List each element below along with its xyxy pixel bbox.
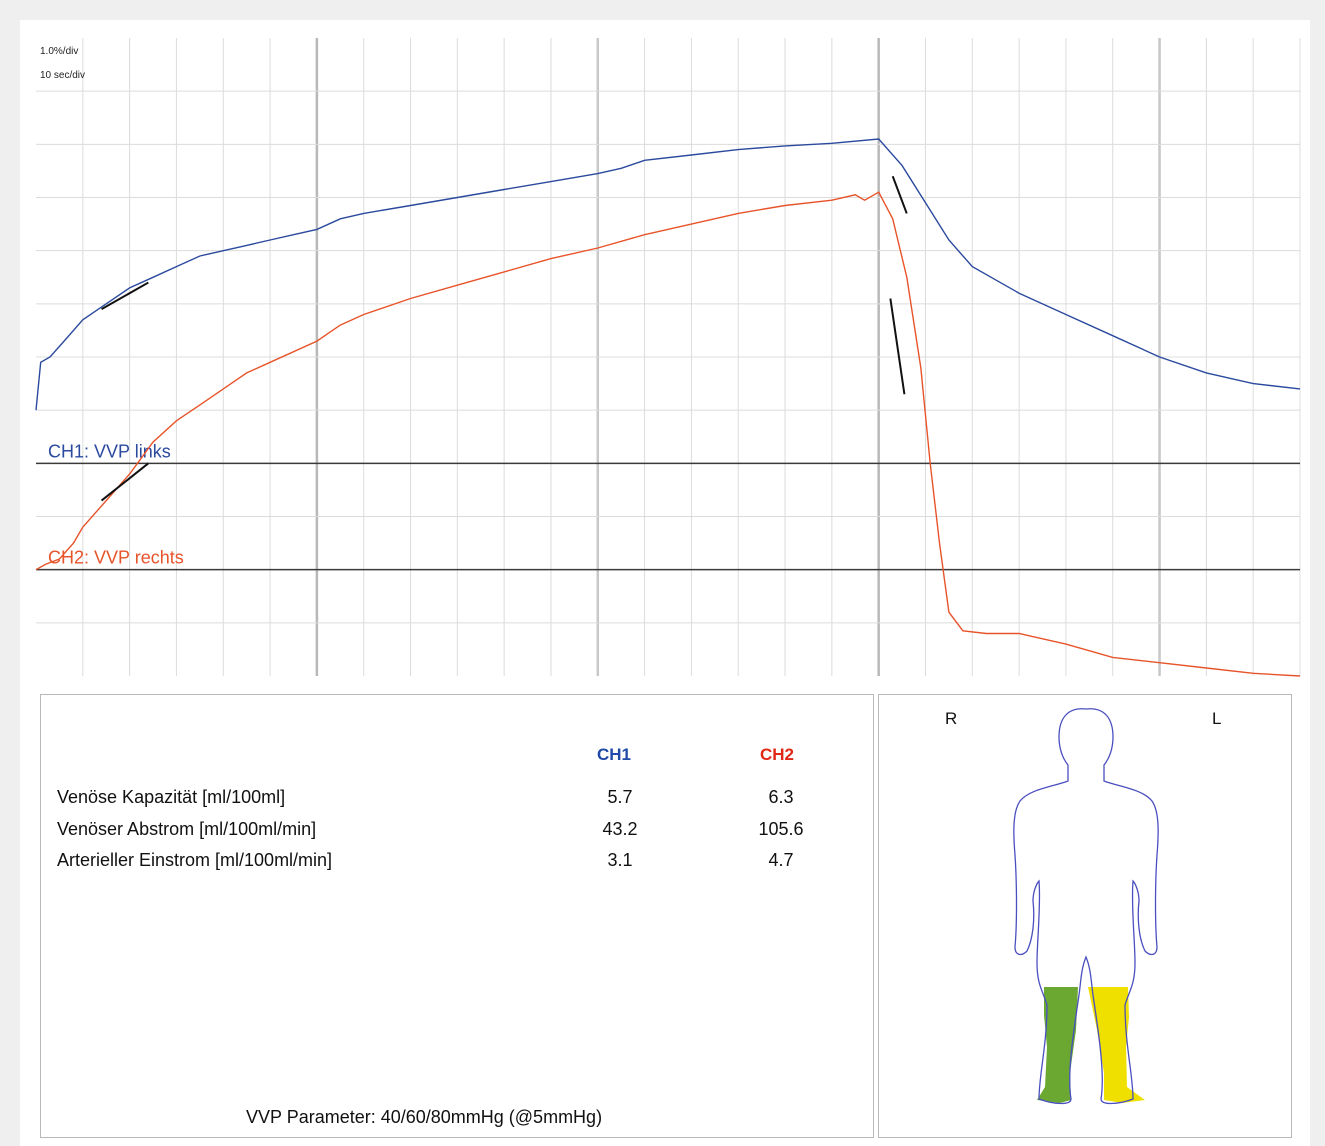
report-sheet: CH1: VVP links CH2: VVP rechts 1.0%/div 1… [20, 20, 1310, 1146]
body-figure-panel: R L [878, 694, 1292, 1138]
column-header-ch2: CH2 [760, 745, 795, 764]
slope-fit-segment [101, 281, 149, 311]
arterial-inflow-ch1: 3.1 [607, 850, 633, 870]
series-label-2: CH2: VVP rechts [48, 548, 184, 568]
row-label-venous-outflow: Venöser Abstrom [ml/100ml/min] [57, 819, 317, 839]
body-silhouette [1013, 708, 1159, 1105]
venous-capacity-ch2: 6.3 [768, 787, 794, 807]
venous-outflow-ch2: 105.6 [758, 819, 804, 839]
left-side-letter: L [1212, 709, 1222, 728]
row-label-arterial-inflow: Arterieller Einstrom [ml/100ml/min] [57, 850, 333, 870]
series-line-2 [35, 191, 1301, 677]
y-scale-label: 1.0%/div [40, 46, 79, 57]
left-leg-marker [1088, 987, 1145, 1103]
vvp-parameter-footer: VVP Parameter: 40/60/80mmHg (@5mmHg) [246, 1107, 603, 1127]
venous-outflow-ch1: 43.2 [602, 819, 638, 839]
x-scale-label: 10 sec/div [40, 70, 86, 81]
series-label-1: CH1: VVP links [48, 441, 171, 461]
row-label-venous-capacity: Venöse Kapazität [ml/100ml] [57, 787, 286, 807]
arterial-inflow-ch2: 4.7 [768, 850, 794, 870]
series-line-1 [35, 138, 1301, 411]
column-header-ch1: CH1 [597, 745, 632, 764]
venous-capacity-ch1: 5.7 [607, 787, 633, 807]
slope-fit-segment [889, 298, 906, 395]
right-side-letter: R [945, 709, 958, 728]
slope-fit-segment [100, 462, 149, 502]
body-outline [1013, 708, 1159, 1105]
slope-fit-segment [891, 175, 908, 214]
results-panel: CH1 CH2 Venöse Kapazität [ml/100ml] 5.7 … [40, 694, 874, 1138]
plethysmography-chart: CH1: VVP links CH2: VVP rechts [35, 38, 1301, 677]
